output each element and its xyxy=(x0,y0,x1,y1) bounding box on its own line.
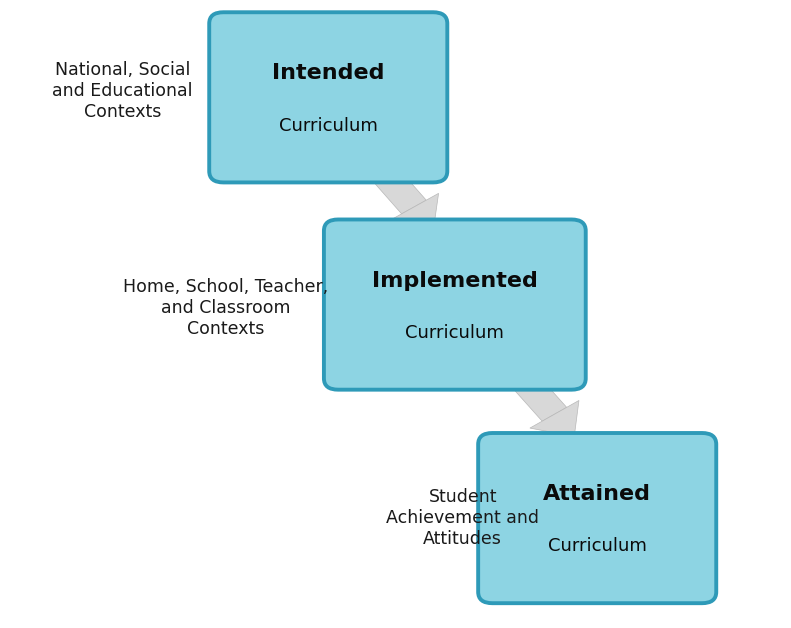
Text: Intended: Intended xyxy=(272,63,384,84)
Polygon shape xyxy=(369,164,426,214)
Polygon shape xyxy=(389,193,438,229)
FancyBboxPatch shape xyxy=(324,220,585,389)
Text: Curriculum: Curriculum xyxy=(548,538,647,555)
Text: Curriculum: Curriculum xyxy=(406,324,505,342)
Polygon shape xyxy=(530,401,579,436)
Text: Student
Achievement and
Attitudes: Student Achievement and Attitudes xyxy=(386,489,539,548)
FancyBboxPatch shape xyxy=(479,433,717,603)
Text: National, Social
and Educational
Contexts: National, Social and Educational Context… xyxy=(52,62,193,121)
Text: Attained: Attained xyxy=(543,484,651,504)
Text: Home, School, Teacher,
and Classroom
Contexts: Home, School, Teacher, and Classroom Con… xyxy=(123,278,328,337)
Polygon shape xyxy=(510,371,566,421)
Text: Implemented: Implemented xyxy=(372,271,538,291)
Text: Curriculum: Curriculum xyxy=(279,117,378,134)
FancyBboxPatch shape xyxy=(209,13,448,182)
